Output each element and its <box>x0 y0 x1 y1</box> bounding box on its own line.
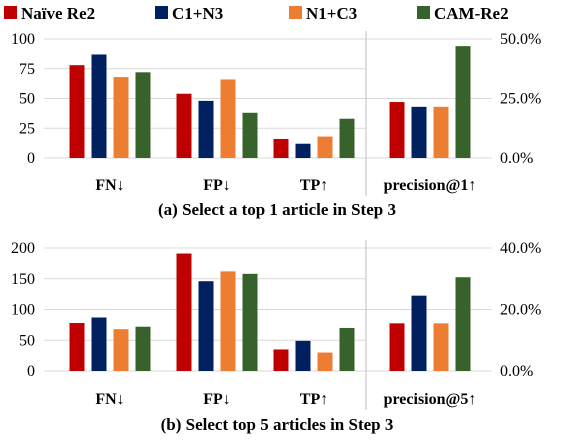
ytick-left: 50 <box>19 332 35 349</box>
ytick-left: 100 <box>11 31 35 48</box>
bar-0-0-2 <box>113 77 129 158</box>
bar-0-1-1 <box>198 100 214 158</box>
ytick-right: 0.0% <box>500 363 533 380</box>
category-label: FN↓ <box>95 391 124 408</box>
bar-1-2-2 <box>317 352 333 371</box>
bar-1-2-3 <box>339 327 355 371</box>
bar-1-2-0 <box>273 349 289 371</box>
ytick-left: 0 <box>27 150 35 167</box>
bar-0-2-0 <box>273 138 289 158</box>
legend-label-0: Naïve Re2 <box>21 4 95 23</box>
ytick-left: 25 <box>19 120 35 137</box>
precision-bar-0-3 <box>455 46 471 158</box>
ytick-left: 50 <box>19 91 35 108</box>
category-label: TP↑ <box>300 177 328 194</box>
precision-bar-0-1 <box>411 106 427 158</box>
legend-swatch-3 <box>417 6 430 19</box>
bar-1-0-1 <box>91 317 107 371</box>
bar-1-1-1 <box>198 281 214 371</box>
ytick-right: 50.0% <box>500 31 541 48</box>
bar-1-0-3 <box>135 326 151 371</box>
bar-0-0-1 <box>91 54 107 158</box>
bar-0-1-0 <box>176 93 192 158</box>
precision-category-label: precision@1↑ <box>384 177 477 194</box>
legend-label-2: N1+C3 <box>306 4 357 23</box>
bar-1-2-1 <box>295 340 311 371</box>
precision-bar-0-2 <box>433 106 449 158</box>
chart-caption: (a) Select a top 1 article in Step 3 <box>158 200 396 219</box>
legend-swatch-0 <box>4 6 17 19</box>
ytick-left: 0 <box>27 363 35 380</box>
ytick-right: 25.0% <box>500 91 541 108</box>
category-label: TP↑ <box>300 391 328 408</box>
precision-bar-1-2 <box>433 323 449 371</box>
bar-0-0-3 <box>135 72 151 158</box>
bar-1-1-0 <box>176 253 192 371</box>
ytick-right: 0.0% <box>500 150 533 167</box>
ytick-left: 75 <box>19 61 35 78</box>
legend-label-3: CAM-Re2 <box>434 4 509 23</box>
ytick-right: 20.0% <box>500 302 541 319</box>
precision-category-label: precision@5↑ <box>384 391 477 408</box>
chart-caption: (b) Select top 5 articles in Step 3 <box>161 415 394 434</box>
ytick-left: 100 <box>11 302 35 319</box>
category-label: FN↓ <box>95 177 124 194</box>
category-label: FP↓ <box>203 391 231 408</box>
legend-swatch-2 <box>289 6 302 19</box>
precision-bar-1-3 <box>455 277 471 371</box>
legend-swatch-1 <box>155 6 168 19</box>
bar-1-1-3 <box>242 273 258 371</box>
category-label: FP↓ <box>203 177 231 194</box>
bar-0-1-3 <box>242 112 258 158</box>
bar-0-1-2 <box>220 79 236 158</box>
legend-label-1: C1+N3 <box>172 4 223 23</box>
bar-1-1-2 <box>220 271 236 371</box>
bar-0-0-0 <box>69 65 85 158</box>
ytick-left: 200 <box>11 240 35 257</box>
precision-bar-1-1 <box>411 295 427 371</box>
bar-0-2-2 <box>317 136 333 158</box>
precision-bar-0-0 <box>389 102 405 158</box>
ytick-left: 150 <box>11 271 35 288</box>
bar-1-0-0 <box>69 323 85 371</box>
bar-0-2-3 <box>339 118 355 158</box>
bar-1-0-2 <box>113 329 129 371</box>
bar-0-2-1 <box>295 143 311 158</box>
precision-bar-1-0 <box>389 323 405 371</box>
ytick-right: 40.0% <box>500 240 541 257</box>
